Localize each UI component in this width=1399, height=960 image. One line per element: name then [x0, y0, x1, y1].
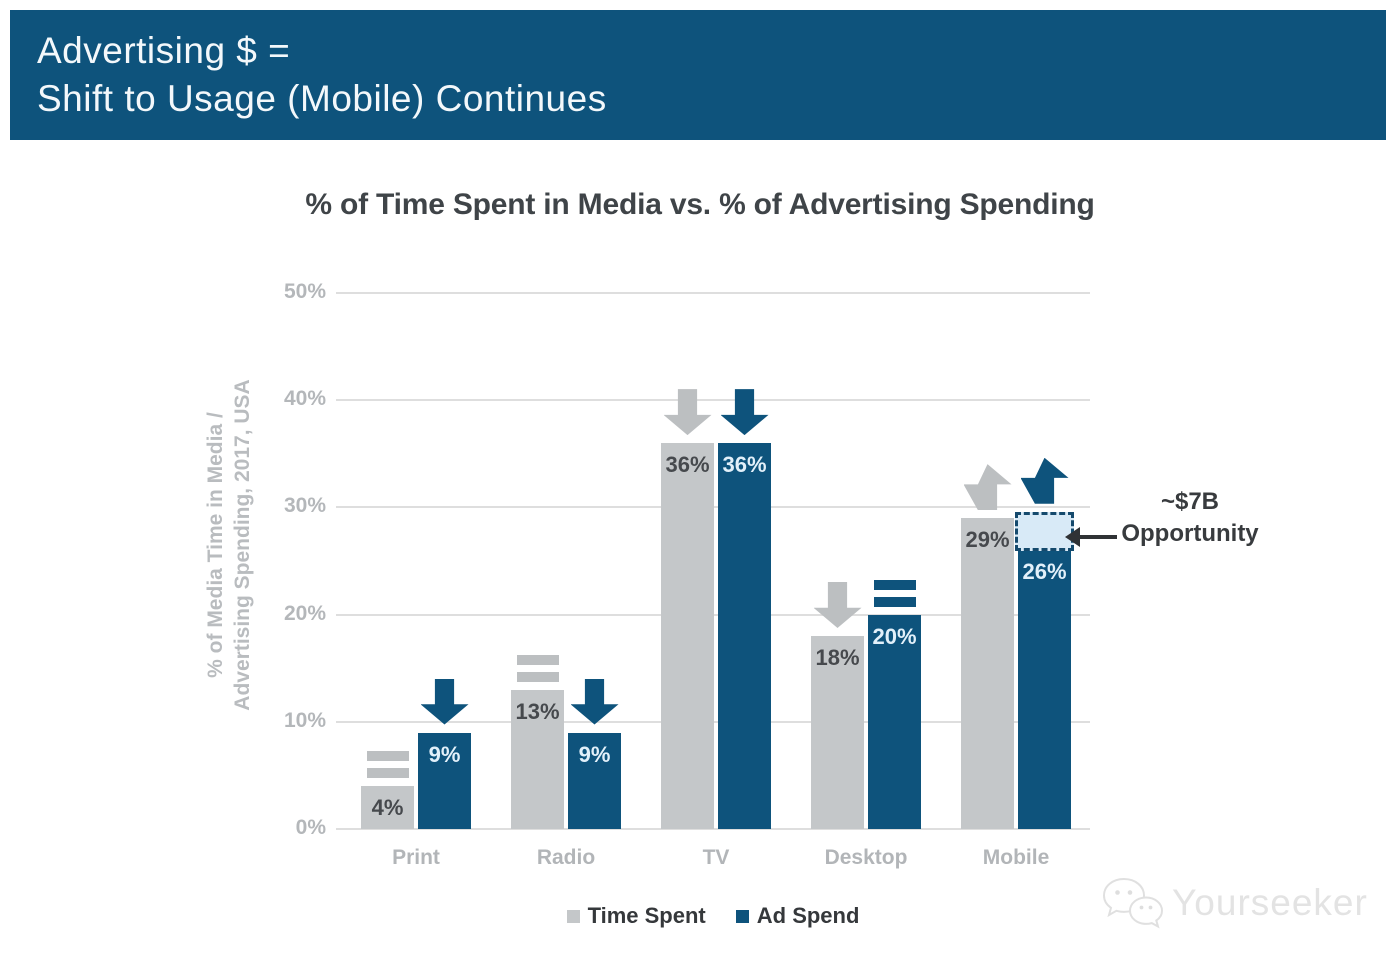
time-spent-desktop-arrow-down-icon	[813, 582, 862, 629]
ad-spend-tv-arrow-down-icon	[720, 389, 769, 436]
y-axis-label-line2: Advertising Spending, 2017, USA	[231, 379, 254, 711]
bar-time-spent-mobile	[961, 518, 1014, 829]
gridline-50%	[336, 292, 1090, 294]
time-spent-swatch-icon	[566, 909, 580, 923]
opportunity-annotation-line1: ~$7B	[1160, 488, 1220, 515]
chart-title: % of Time Spent in Media vs. % of Advert…	[305, 188, 1095, 221]
bar-label-time-spent-desktop: 18%	[815, 645, 860, 671]
bar-ad-spend-mobile	[1018, 550, 1071, 829]
left-arrow-icon	[1065, 527, 1117, 547]
bar-label-time-spent-print: 4%	[371, 795, 404, 821]
bar-time-spent-print	[361, 786, 414, 829]
ad-spend-print-arrow-down-icon	[420, 678, 469, 725]
x-label-tv: TV	[702, 846, 730, 869]
bar-label-ad-spend-desktop: 20%	[872, 623, 917, 649]
watermark: Yourseeker	[1100, 876, 1368, 930]
gridline-40%	[336, 399, 1090, 402]
x-label-desktop: Desktop	[824, 846, 908, 869]
bar-time-spent-radio	[511, 689, 564, 829]
bar-ad-spend-radio	[568, 732, 621, 829]
bar-ad-spend-print	[418, 732, 471, 829]
time-spent-radio-equals-icon	[516, 654, 559, 682]
bar-label-time-spent-tv: 36%	[665, 452, 710, 478]
ad-spend-desktop-equals-icon	[873, 579, 916, 607]
y-tick-label-20%: 20%	[283, 601, 326, 625]
bar-label-time-spent-mobile: 29%	[965, 527, 1010, 553]
y-tick-label-40%: 40%	[283, 387, 326, 411]
header-title-line2: Shift to Usage (Mobile) Continues	[37, 78, 607, 119]
y-axis-label-line1: % of Media Time in Media /	[204, 412, 227, 678]
legend-label-time-spent: Time Spent	[587, 903, 706, 928]
bar-label-ad-spend-mobile: 26%	[1022, 559, 1067, 585]
ad-spend-mobile-arrow-up-icon	[1020, 457, 1069, 504]
x-label-radio: Radio	[536, 846, 596, 869]
legend-item-time-spent: Time Spent	[566, 903, 706, 929]
y-tick-label-0%: 0%	[295, 816, 326, 839]
bar-label-ad-spend-tv: 36%	[722, 452, 767, 478]
header-title-line1: Advertising $ =	[37, 30, 291, 71]
chart-plot-area: 0% 10% 20% 30% 40% 50% 4% 13% 36% 18% 29% 9% 9% 36% 20…	[284, 280, 1090, 869]
y-axis-label: % of Media Time in Media / Advertising S…	[202, 379, 256, 710]
bar-label-ad-spend-radio: 9%	[578, 741, 611, 767]
y-tick-label-50%: 50%	[283, 280, 326, 303]
time-spent-print-equals-icon	[366, 751, 409, 779]
time-spent-tv-arrow-down-icon	[663, 389, 712, 436]
opportunity-annotation-line2: Opportunity	[1121, 520, 1259, 547]
bar-label-ad-spend-print: 9%	[428, 741, 461, 767]
gridline-0%	[336, 828, 1090, 830]
bar-ad-spend-tv	[718, 443, 771, 829]
ad-spend-swatch-icon	[735, 909, 749, 923]
legend-item-ad-spend: Ad Spend	[735, 903, 860, 929]
y-tick-label-10%: 10%	[283, 708, 326, 732]
bar-label-time-spent-radio: 13%	[515, 698, 560, 724]
x-label-print: Print	[392, 846, 440, 869]
bar-ad-spend-desktop	[868, 614, 921, 829]
watermark-text: Yourseeker	[1172, 882, 1368, 923]
time-spent-mobile-arrow-up-icon	[963, 464, 1012, 511]
chart-legend: Time Spent Ad Spend	[336, 903, 1090, 929]
bar-time-spent-tv	[661, 443, 714, 829]
x-label-mobile: Mobile	[982, 846, 1050, 869]
bar-time-spent-desktop	[811, 636, 864, 829]
legend-label-ad-spend: Ad Spend	[756, 903, 860, 928]
opportunity-annotation: ~$7B Opportunity	[1115, 486, 1265, 550]
y-tick-label-30%: 30%	[283, 494, 326, 518]
ad-spend-radio-arrow-down-icon	[570, 678, 619, 725]
chat-bubbles-icon	[1102, 877, 1164, 929]
header-banner: Advertising $ = Shift to Usage (Mobile) …	[10, 10, 1386, 140]
